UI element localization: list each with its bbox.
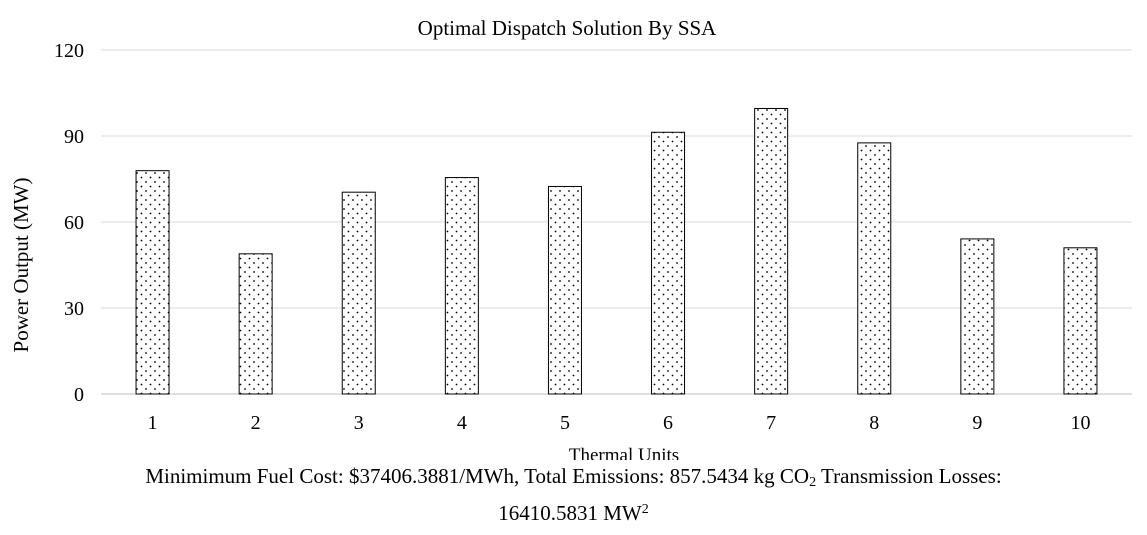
chart-caption: Minimimum Fuel Cost: $37406.3881/MWh, To… [0, 463, 1147, 527]
x-tick-label: 3 [354, 412, 364, 434]
y-tick-labels: 0 30 60 90 120 [54, 40, 84, 406]
y-tick-label: 60 [64, 212, 84, 234]
x-tick-label: 9 [972, 412, 982, 434]
bars [135, 107, 1098, 395]
bar-unit-9 [960, 238, 995, 395]
y-tick-label: 90 [64, 126, 84, 148]
y-tick-label: 120 [54, 40, 84, 62]
x-tick-label: 4 [457, 412, 467, 434]
caption-co2-subscript: 2 [809, 475, 817, 490]
chart-title: Optimal Dispatch Solution By SSA [418, 16, 718, 40]
bar-unit-2 [238, 253, 273, 395]
x-tick-label: 10 [1070, 412, 1090, 434]
y-tick-label: 30 [64, 298, 84, 320]
bar-unit-4 [444, 177, 479, 395]
x-tick-label: 6 [663, 412, 673, 434]
x-tick-label: 2 [251, 412, 261, 434]
x-tick-labels: 1 2 3 4 5 6 7 8 9 10 [148, 412, 1091, 434]
gridlines [101, 49, 1132, 395]
caption-squared-superscript: 2 [641, 502, 649, 517]
bar-unit-5 [547, 185, 582, 395]
caption-losses-label: Transmission Losses: [816, 464, 1002, 488]
bar-chart: Optimal Dispatch Solution By SSA Power O… [9, 16, 1132, 460]
bar-unit-6 [651, 131, 686, 395]
x-axis-label: Thermal Units [569, 445, 679, 460]
x-tick-label: 5 [560, 412, 570, 434]
caption-line-2: 16410.5831 MW2 [0, 496, 1147, 527]
y-tick-label: 0 [74, 384, 84, 406]
x-tick-label: 1 [148, 412, 158, 434]
x-tick-label: 8 [869, 412, 879, 434]
caption-losses-value: 16410.5831 MW [498, 501, 642, 525]
bar-unit-8 [857, 142, 892, 395]
x-tick-label: 7 [766, 412, 776, 434]
y-axis-label: Power Output (MW) [9, 178, 33, 353]
bar-unit-10 [1063, 247, 1098, 395]
bar-unit-7 [754, 107, 789, 395]
caption-line-1: Minimimum Fuel Cost: $37406.3881/MWh, To… [0, 463, 1147, 496]
caption-fuel-emissions: Minimimum Fuel Cost: $37406.3881/MWh, To… [145, 464, 810, 488]
bar-unit-1 [135, 170, 170, 395]
bar-unit-3 [341, 191, 376, 395]
